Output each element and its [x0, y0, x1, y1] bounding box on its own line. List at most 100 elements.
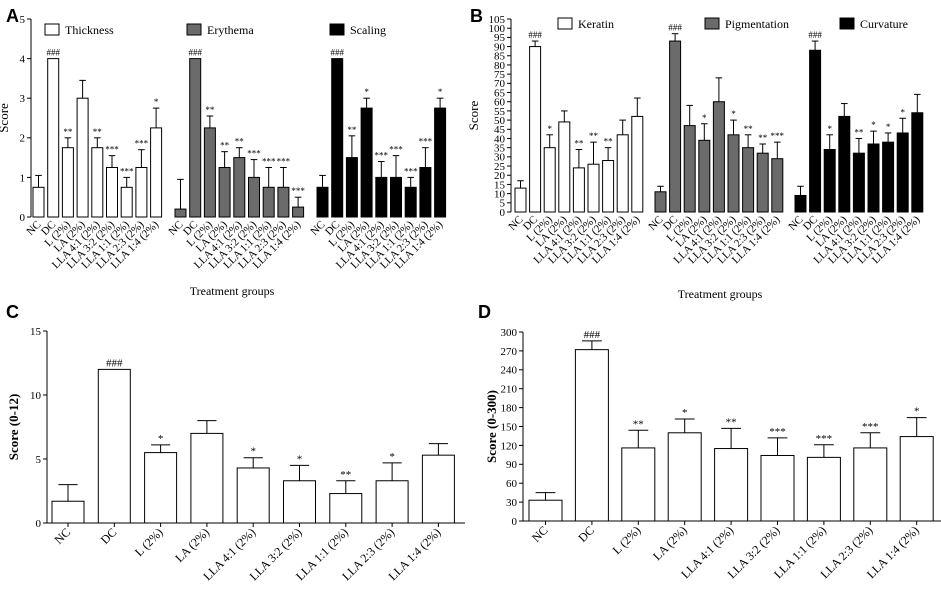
legend-swatch-a-0 — [45, 24, 59, 35]
bar-c-2 — [145, 453, 177, 523]
y-axis-title-a: Score — [0, 103, 11, 133]
bar-a-1-7 — [278, 187, 289, 217]
sig-label-d-7: *** — [862, 421, 879, 433]
x-axis-title-a: Treatment groups — [190, 284, 275, 298]
bar-a-2-6 — [405, 187, 416, 217]
y-tick-label-c-2: 10 — [30, 390, 42, 402]
bar-b-1-3 — [699, 140, 710, 212]
bar-c-0 — [52, 501, 84, 523]
bar-a-1-2 — [204, 128, 215, 217]
bar-a-1-4 — [234, 158, 245, 217]
sig-label-a-1-1: ### — [188, 48, 202, 58]
sig-label-a-2-2: ** — [347, 125, 357, 135]
legend-label-a-1: Erythema — [207, 23, 254, 37]
bar-d-0 — [529, 500, 562, 521]
y-tick-label-a-1: 1 — [20, 172, 26, 184]
sig-label-a-2-8: * — [438, 87, 443, 97]
sig-label-a-0-7: *** — [135, 139, 149, 149]
bar-a-1-8 — [293, 207, 304, 217]
bar-b-2-3 — [839, 116, 850, 212]
y-tick-label-d-6: 180 — [501, 402, 518, 414]
bar-b-2-1 — [810, 50, 821, 212]
sig-label-b-0-4: ** — [574, 139, 584, 149]
sig-label-a-2-1: ### — [330, 48, 344, 58]
x-tick-label-d-1: DC — [575, 523, 597, 545]
y-tick-label-d-4: 120 — [501, 440, 518, 452]
x-tick-label-d-3: LA (2%) — [650, 523, 690, 563]
y-tick-label-d-10: 300 — [501, 327, 518, 339]
y-tick-label-c-0: 0 — [36, 518, 42, 530]
bar-a-1-1 — [190, 59, 201, 217]
panel-label-d: D — [478, 302, 491, 322]
sig-label-b-1-1: ### — [668, 23, 682, 33]
sig-label-d-3: * — [682, 407, 688, 419]
bar-b-0-5 — [588, 164, 599, 212]
legend-label-b-2: Curvature — [860, 17, 908, 31]
bar-b-1-1 — [670, 41, 681, 212]
y-axis-title-b: Score — [466, 100, 481, 130]
y-tick-label-a-2: 2 — [20, 133, 26, 145]
sig-label-c-4: * — [250, 446, 256, 458]
panel-label-c: C — [6, 302, 19, 322]
bar-b-0-4 — [573, 168, 584, 212]
legend-swatch-b-0 — [558, 18, 572, 29]
sig-label-c-7: * — [389, 451, 395, 463]
sig-label-c-1: ### — [106, 357, 123, 369]
bar-b-0-0 — [515, 188, 526, 212]
sig-label-d-1: ### — [584, 329, 601, 341]
sig-label-a-1-7: *** — [277, 157, 291, 167]
bar-a-0-2 — [62, 148, 73, 217]
sig-label-c-5: * — [297, 453, 303, 465]
sig-label-b-0-2: * — [547, 124, 552, 134]
sig-label-b-0-6: ** — [604, 137, 614, 147]
bar-b-2-2 — [824, 150, 835, 212]
bar-a-0-3 — [77, 98, 88, 217]
figure-svg: A B C D 012345ScoreNC###DC**L (2%)LA (2%… — [0, 0, 941, 589]
sig-label-b-1-6: ** — [744, 124, 754, 134]
bar-a-2-4 — [376, 177, 387, 217]
legend-label-b-1: Pigmentation — [725, 17, 789, 31]
bar-d-3 — [668, 433, 701, 521]
sig-label-b-2-6: * — [886, 122, 891, 132]
bar-c-3 — [191, 433, 223, 523]
sig-label-b-2-5: * — [871, 120, 876, 130]
y-tick-label-d-9: 270 — [501, 346, 518, 358]
x-tick-label-d-2: L (2%) — [610, 523, 644, 557]
bar-b-1-5 — [728, 135, 739, 212]
panel-label-a: A — [6, 6, 19, 26]
legend-swatch-a-1 — [187, 24, 201, 35]
bar-b-2-4 — [853, 153, 864, 212]
bar-d-7 — [854, 448, 887, 521]
bar-b-2-5 — [868, 144, 879, 212]
sig-label-b-1-5: * — [731, 109, 736, 119]
sig-label-b-2-7: * — [900, 107, 905, 117]
sig-label-b-0-1: ### — [528, 30, 542, 40]
bar-a-2-5 — [391, 177, 402, 217]
y-tick-label-a-0: 0 — [20, 212, 26, 224]
sig-label-a-1-5: *** — [247, 149, 261, 159]
y-tick-label-d-1: 30 — [506, 497, 518, 509]
sig-label-a-2-4: *** — [375, 151, 389, 161]
x-tick-label-c-1: DC — [98, 525, 120, 547]
x-tick-label-c-3: LA (2%) — [172, 525, 212, 565]
bar-a-2-0 — [317, 187, 328, 217]
y-tick-label-d-2: 60 — [506, 478, 518, 490]
y-axis-title-c: Score (0-12) — [6, 394, 21, 461]
sig-label-c-6: ** — [340, 469, 351, 481]
y-tick-label-d-7: 210 — [501, 384, 518, 396]
bar-b-0-8 — [632, 116, 643, 212]
bar-a-2-1 — [332, 59, 343, 217]
sig-label-a-0-5: *** — [105, 145, 119, 155]
bar-d-8 — [900, 437, 933, 521]
bar-b-2-0 — [795, 195, 806, 212]
y-tick-label-c-1: 5 — [36, 454, 42, 466]
legend-swatch-a-2 — [330, 24, 344, 35]
sig-label-a-1-8: *** — [291, 186, 305, 196]
y-axis-title-d: Score (0-300) — [484, 390, 499, 463]
bar-b-0-7 — [617, 135, 628, 212]
y-tick-label-d-8: 240 — [501, 365, 518, 377]
sig-label-a-2-3: * — [364, 87, 369, 97]
bar-a-0-4 — [92, 148, 103, 217]
bar-d-2 — [622, 448, 655, 521]
y-tick-label-d-0: 0 — [512, 516, 518, 528]
